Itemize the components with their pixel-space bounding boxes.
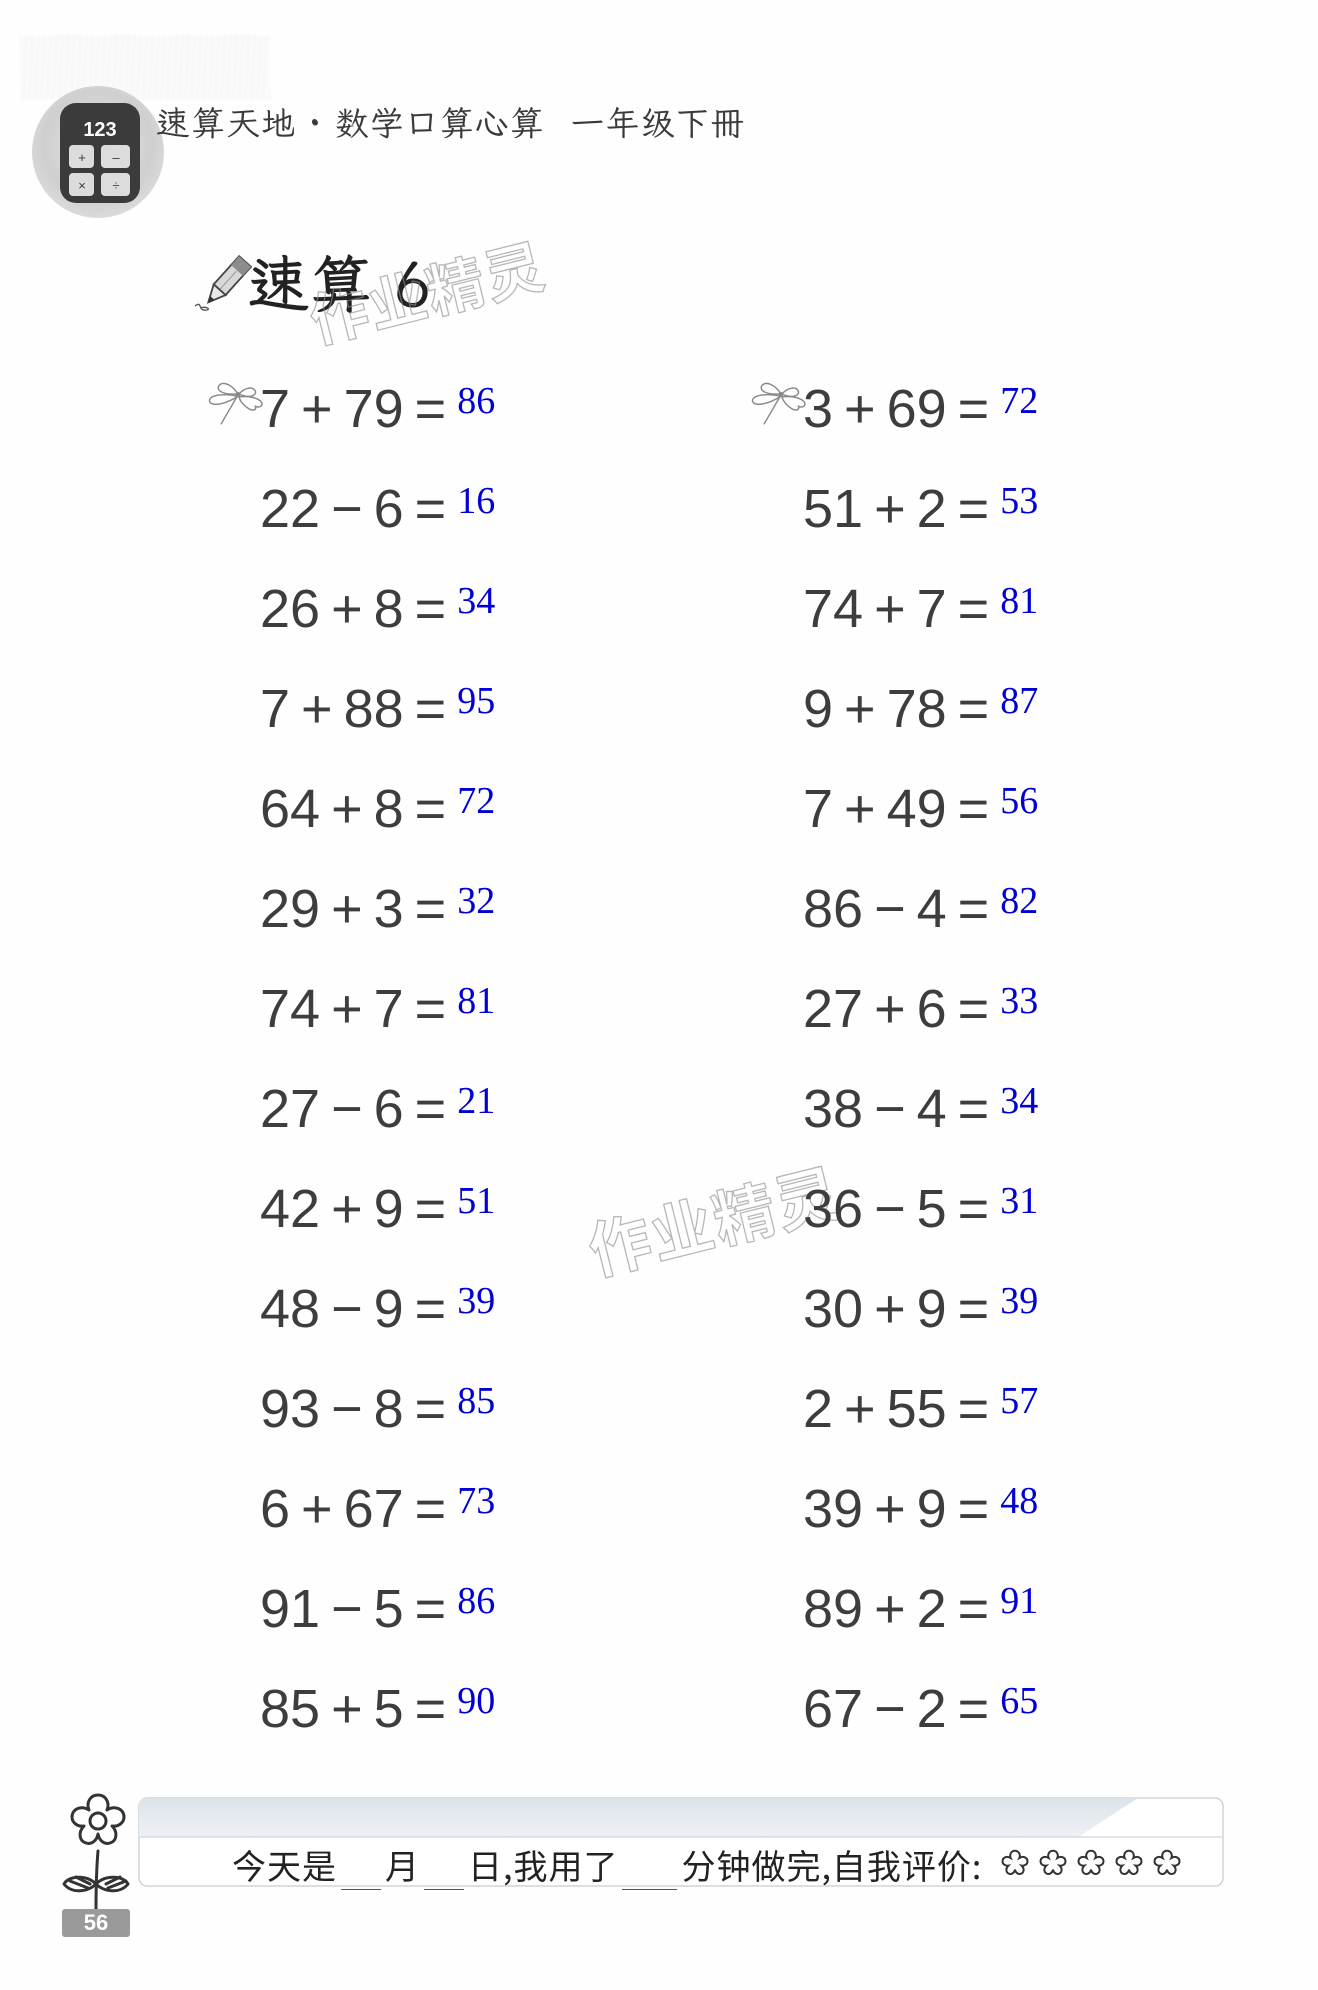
svg-text:+: + <box>78 150 86 165</box>
svg-text:56: 56 <box>84 1910 108 1935</box>
svg-text:123: 123 <box>83 119 116 141</box>
svg-text:×: × <box>78 178 86 193</box>
svg-text:÷: ÷ <box>112 178 119 193</box>
svg-text:–: – <box>112 150 120 165</box>
